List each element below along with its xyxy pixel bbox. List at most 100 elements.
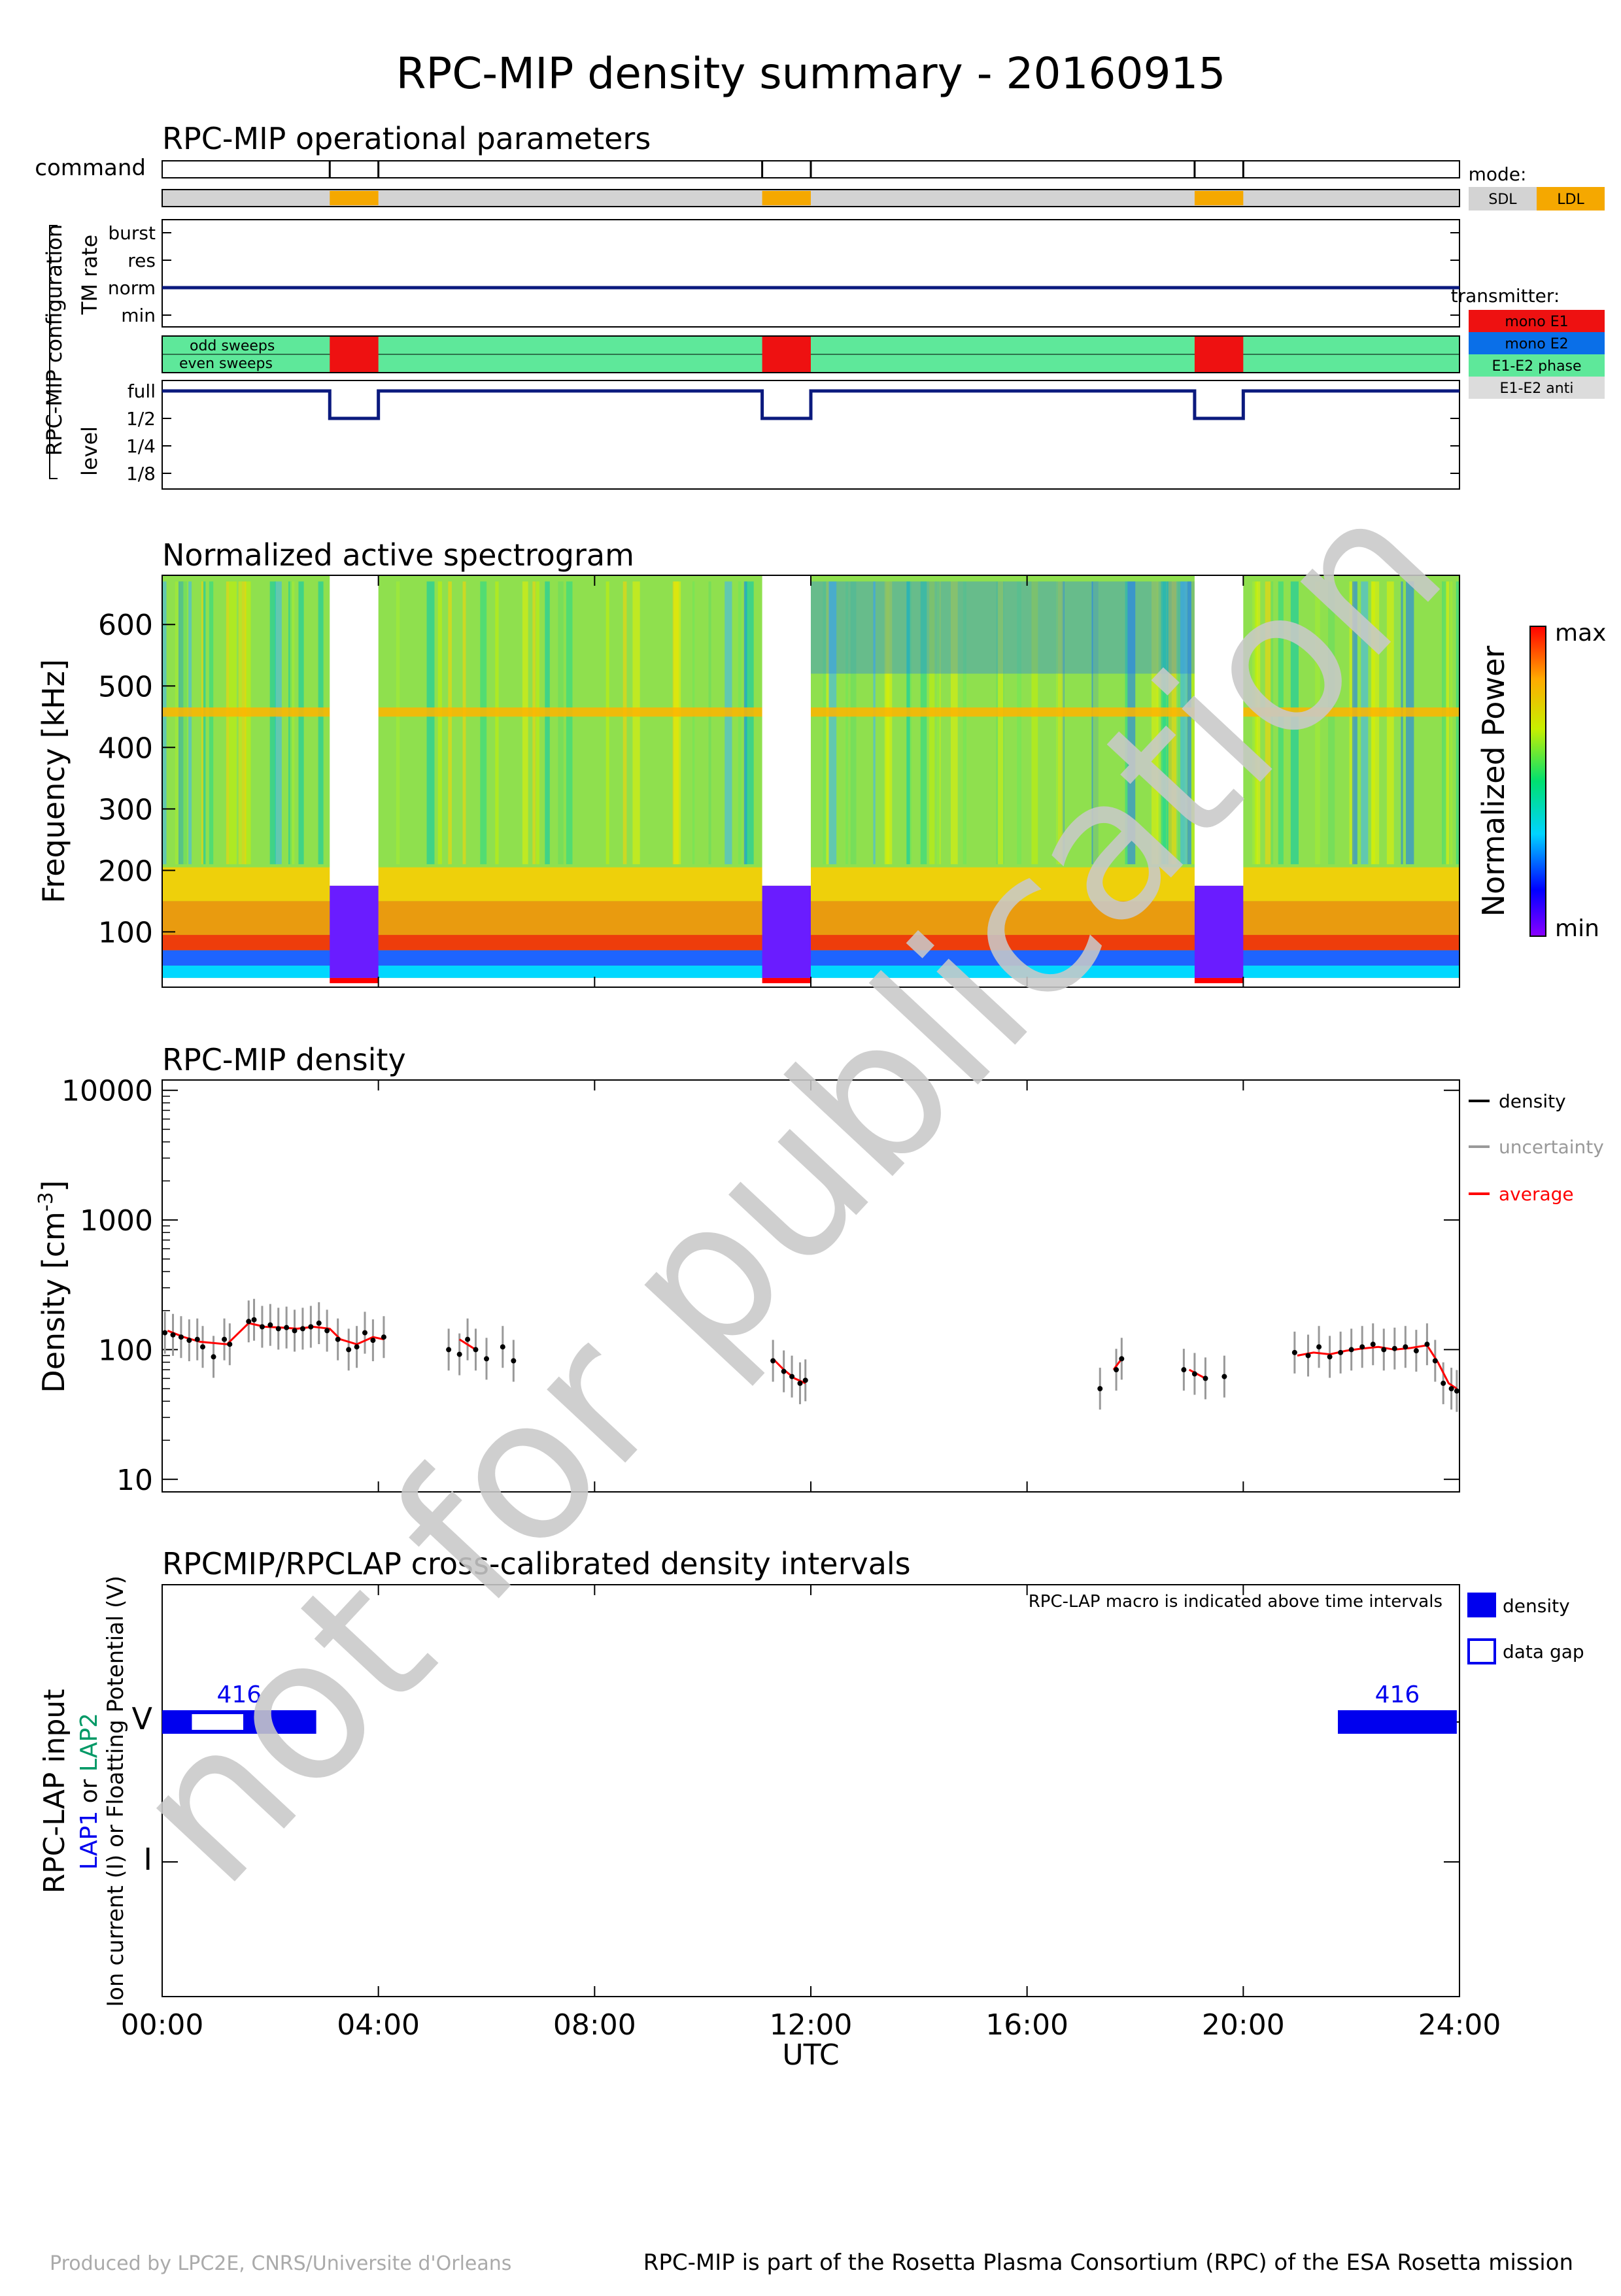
- density-point: [381, 1334, 386, 1340]
- density-point: [1381, 1347, 1387, 1353]
- time-axis-title: UTC: [782, 2038, 839, 2072]
- spec-texture-stripe: [1256, 581, 1261, 864]
- op-params-panel: RPC-MIP operational parameters command m…: [35, 121, 1605, 490]
- spec-texture-stripe: [1161, 581, 1169, 864]
- density-point: [194, 1336, 200, 1342]
- spec-texture-stripe: [623, 581, 627, 864]
- density-point: [1327, 1354, 1333, 1360]
- spec-texture-stripe: [1125, 581, 1128, 864]
- sweep-mono-e1-block: [762, 337, 811, 372]
- density-point: [186, 1338, 192, 1343]
- density-average-line: [1297, 1344, 1458, 1390]
- spec-texture-stripe: [606, 581, 609, 864]
- spec-y-tick-label: 300: [98, 793, 153, 826]
- colorbar-max-label: max: [1555, 620, 1606, 647]
- spec-texture-stripe: [845, 581, 849, 864]
- spec-texture-stripe: [936, 581, 940, 864]
- legend-uncertainty-label: uncertainty: [1499, 1136, 1604, 1158]
- density-point: [1291, 1349, 1297, 1355]
- sweep-mono-e1-intervals: [330, 337, 1244, 372]
- spec-texture-stripe: [1290, 581, 1299, 864]
- spec-texture-stripe: [448, 581, 452, 864]
- tx-legend-anti-swatch: [1469, 377, 1605, 399]
- spec-texture-stripe: [1093, 581, 1099, 864]
- command-label: command: [35, 155, 146, 181]
- spec-texture-stripe: [1328, 581, 1335, 864]
- even-sweeps-label: even sweeps: [179, 356, 273, 372]
- density-point: [1119, 1356, 1125, 1362]
- spec-gap-violet: [1194, 885, 1244, 978]
- density-point: [200, 1344, 205, 1350]
- spec-texture-stripe: [245, 581, 251, 864]
- spec-texture-stripe: [162, 581, 167, 864]
- spec-texture-stripe: [1349, 581, 1354, 864]
- density-point: [308, 1324, 314, 1330]
- spec-texture-stripe: [1271, 581, 1274, 864]
- spec-texture-stripe: [437, 581, 442, 864]
- mode-ldl-intervals: [330, 191, 1244, 205]
- density-point: [211, 1354, 216, 1360]
- time-axis-labels: 00:00 04:00 08:00 12:00 16:00 20:00 24:00: [121, 2008, 1501, 2042]
- density-point: [162, 1330, 168, 1336]
- level-line: [162, 389, 1459, 420]
- spec-texture-stripe: [1031, 581, 1038, 864]
- crosscal-data-gap: [192, 1714, 243, 1730]
- spec-texture-stripe: [1180, 581, 1187, 864]
- spec-texture-stripe: [558, 581, 564, 864]
- density-point: [299, 1326, 305, 1332]
- density-y-ticks: 10 100 1000 10000: [61, 1075, 1459, 1497]
- density-point: [1370, 1342, 1376, 1347]
- config-bracket: [49, 225, 58, 479]
- macro-note: RPC-LAP macro is indicated above time in…: [1029, 1592, 1442, 1612]
- command-ticks: [328, 161, 1244, 178]
- spec-texture-stripe: [239, 581, 242, 864]
- density-point: [1191, 1371, 1197, 1377]
- spec-texture-stripe: [226, 581, 230, 864]
- density-point: [1424, 1342, 1430, 1347]
- mode-legend-sdl-swatch: [1469, 187, 1537, 211]
- mode-legend-ldl-swatch: [1537, 187, 1605, 211]
- transmitter-legend-title: transmitter:: [1451, 285, 1560, 307]
- density-point: [802, 1377, 808, 1383]
- spec-texture-stripe: [692, 581, 695, 864]
- spec-texture-stripe: [1265, 581, 1271, 864]
- crosscal-title: RPCMIP/RPCLAP cross-calibrated density i…: [162, 1546, 911, 1581]
- spec-texture-stripe: [269, 581, 276, 864]
- spec-blue-patch: [811, 581, 1195, 674]
- spec-y-tick-label: 200: [98, 854, 153, 888]
- density-point: [316, 1320, 322, 1326]
- spec-texture-stripe: [238, 581, 247, 864]
- density-y-tick-label: 10: [116, 1464, 153, 1497]
- density-point: [473, 1347, 479, 1353]
- density-point: [1441, 1380, 1446, 1386]
- spectrogram-image: [162, 575, 1459, 987]
- level-tick-label: 1/2: [126, 408, 156, 430]
- footer-mission: RPC-MIP is part of the Rosetta Plasma Co…: [643, 2250, 1573, 2276]
- spec-texture-stripe: [873, 581, 876, 864]
- density-point: [227, 1342, 233, 1347]
- spec-texture-stripe: [290, 581, 295, 864]
- time-tick-label: 08:00: [553, 2008, 636, 2042]
- spec-texture-stripe: [1401, 581, 1403, 864]
- spec-texture-stripe: [998, 581, 1004, 864]
- time-tick-label: 24:00: [1418, 2008, 1501, 2042]
- spec-gap-white: [762, 575, 811, 886]
- odd-sweeps-label: odd sweeps: [190, 338, 275, 354]
- legend-cc-gap-label: data gap: [1503, 1641, 1584, 1663]
- mode-ldl-block: [1194, 191, 1244, 205]
- density-point: [354, 1344, 360, 1350]
- sweep-mono-e1-block: [1194, 337, 1244, 372]
- density-points: [162, 1317, 1459, 1394]
- spec-y-tick-label: 400: [98, 732, 153, 765]
- level-axis-label: level: [77, 426, 102, 476]
- spec-texture-stripe: [532, 581, 536, 864]
- crosscal-intervals: 416 416: [162, 1681, 1457, 1734]
- mode-legend-sdl-label: SDL: [1488, 192, 1517, 208]
- spec-texture-stripe: [1156, 581, 1161, 864]
- figure-title: RPC-MIP density summary - 20160915: [396, 48, 1226, 99]
- spec-texture-stripe: [480, 581, 487, 864]
- spec-gap-red: [1194, 977, 1244, 983]
- density-point: [284, 1325, 290, 1330]
- density-y-label-sup: -3: [35, 1192, 58, 1211]
- density-point: [346, 1347, 352, 1353]
